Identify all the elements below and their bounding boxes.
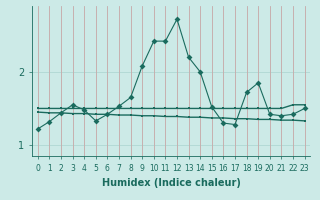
- X-axis label: Humidex (Indice chaleur): Humidex (Indice chaleur): [102, 178, 241, 188]
